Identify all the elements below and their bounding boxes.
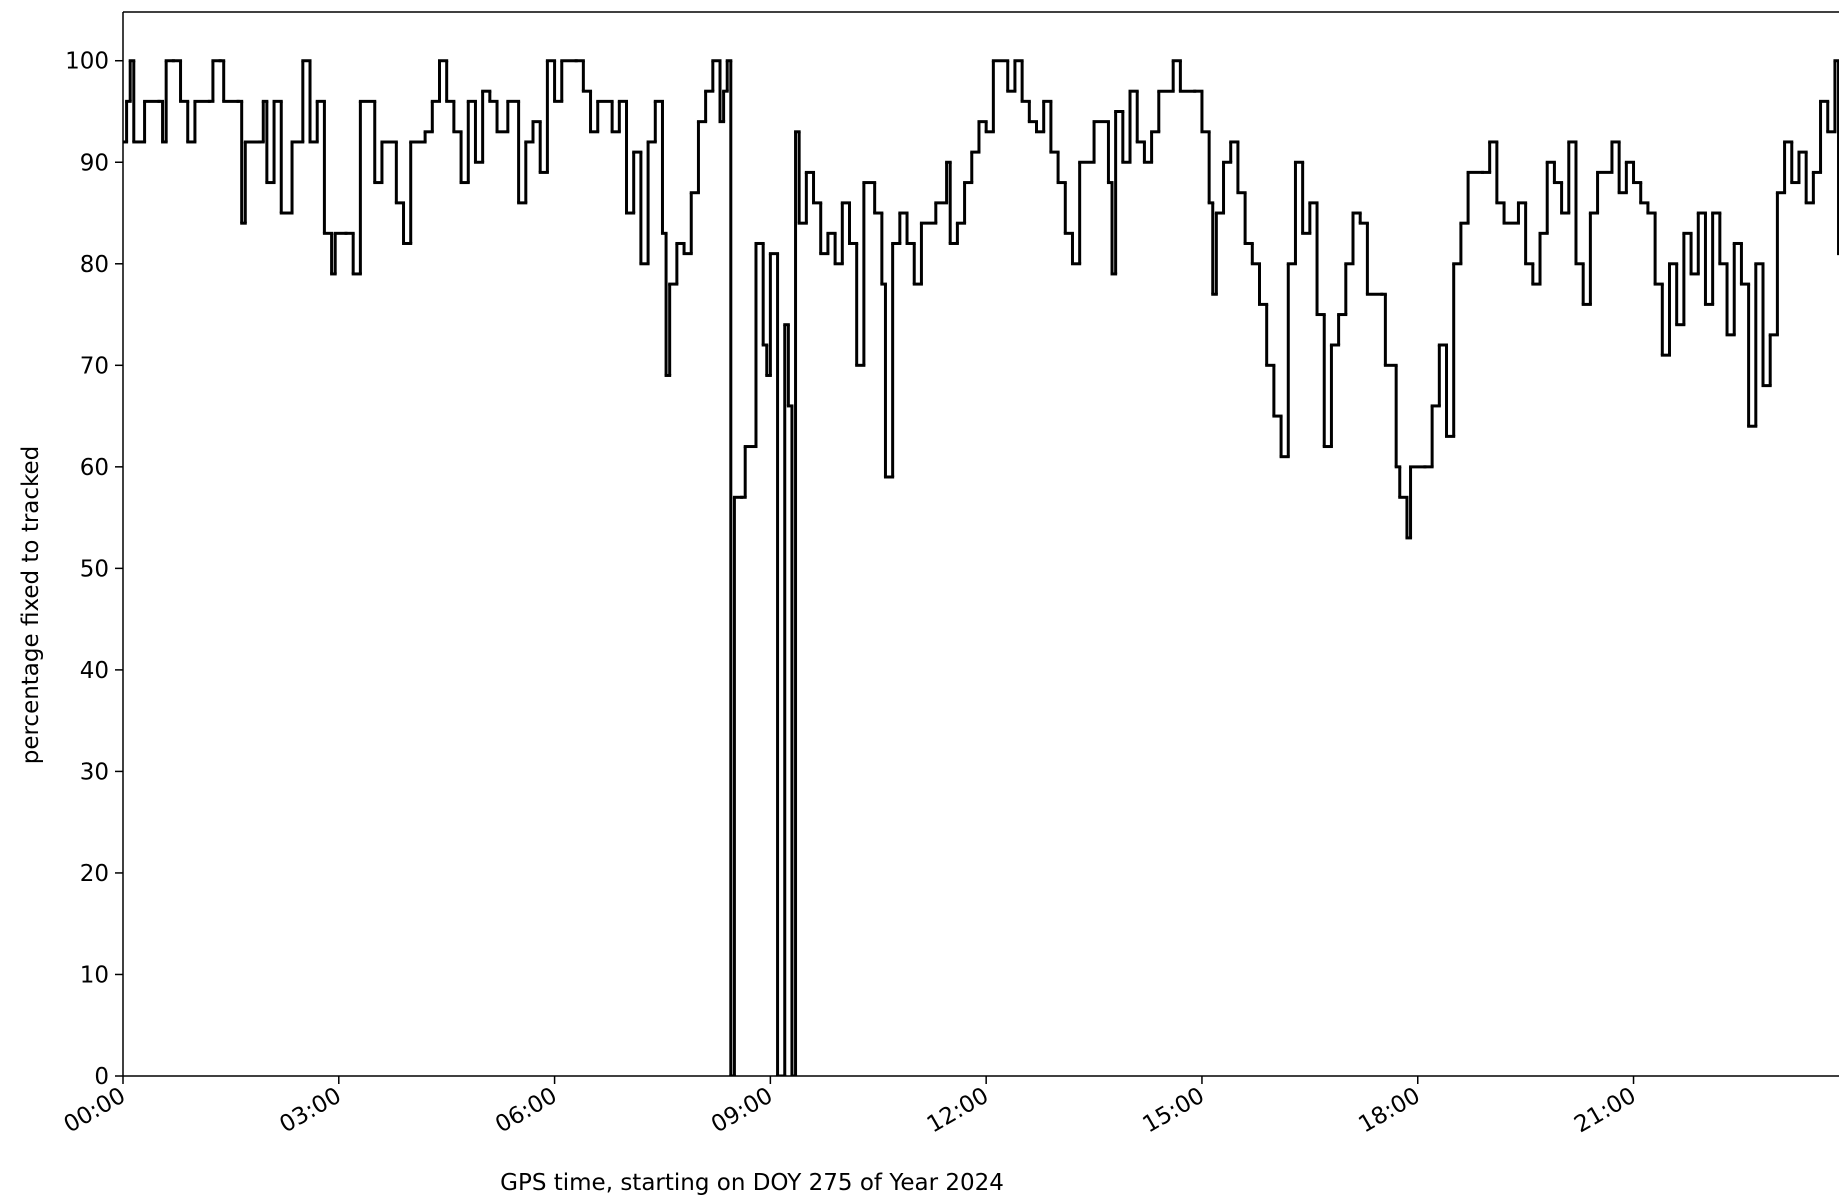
y-tick-label: 90	[80, 150, 109, 176]
y-tick-label: 0	[94, 1064, 109, 1090]
y-tick-label: 100	[65, 49, 109, 75]
y-tick-label: 60	[80, 455, 109, 481]
y-tick-label: 10	[80, 962, 109, 988]
y-axis-label: percentage fixed to tracked	[18, 446, 44, 765]
y-tick-label: 20	[80, 861, 109, 887]
y-tick-label: 70	[80, 353, 109, 379]
y-tick-label: 50	[80, 556, 109, 582]
y-tick-label: 80	[80, 252, 109, 278]
x-axis-label: GPS time, starting on DOY 275 of Year 20…	[500, 1170, 1004, 1196]
y-tick-label: 40	[80, 658, 109, 684]
y-tick-label: 30	[80, 759, 109, 785]
plot-area	[123, 59, 1839, 1076]
